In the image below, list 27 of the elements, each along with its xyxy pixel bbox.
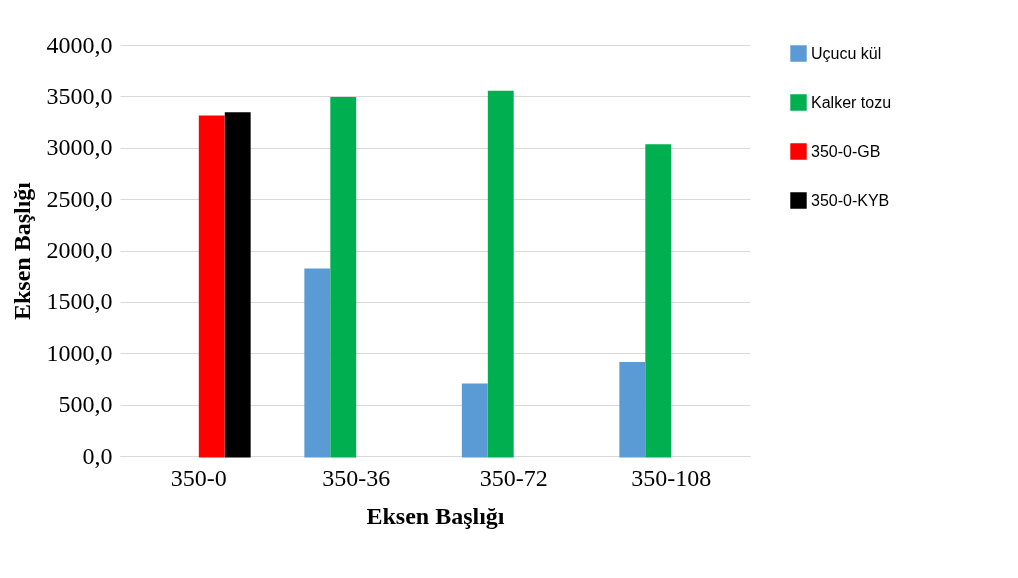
x-axis-title: Eksen Başlığı	[366, 502, 505, 529]
y-tick-label: 2000,0	[46, 237, 113, 263]
y-tick-label: 3000,0	[46, 134, 113, 161]
y-tick-label: 1500,0	[46, 288, 113, 315]
y-axis-title: Eksen Başlığı	[8, 181, 35, 321]
y-tick-label: 3500,0	[46, 82, 113, 109]
x-tick-label: 350-72	[479, 464, 548, 491]
y-tick-label: 0,0	[82, 442, 113, 469]
legend-label: Uçucu kül	[811, 44, 882, 62]
bar	[645, 144, 672, 458]
bar	[198, 115, 225, 458]
x-tick-label: 350-108	[631, 464, 712, 491]
x-tick-label: 350-0	[170, 464, 227, 491]
bar	[619, 362, 646, 458]
bar	[304, 268, 331, 458]
bar	[461, 383, 488, 458]
y-tick-label: 500,0	[58, 391, 113, 418]
legend-label: Kalker tozu	[811, 93, 892, 111]
y-tick-label: 1000,0	[46, 339, 113, 366]
x-tick-label: 350-36	[322, 464, 391, 491]
y-tick-label: 4000,0	[46, 31, 113, 58]
bar	[330, 96, 357, 458]
legend-label: 350-0-GB	[811, 142, 881, 160]
bar	[224, 112, 251, 458]
y-tick-label: 2500,0	[46, 185, 113, 212]
bar	[487, 90, 514, 458]
legend-label: 350-0-KYB	[811, 191, 890, 209]
